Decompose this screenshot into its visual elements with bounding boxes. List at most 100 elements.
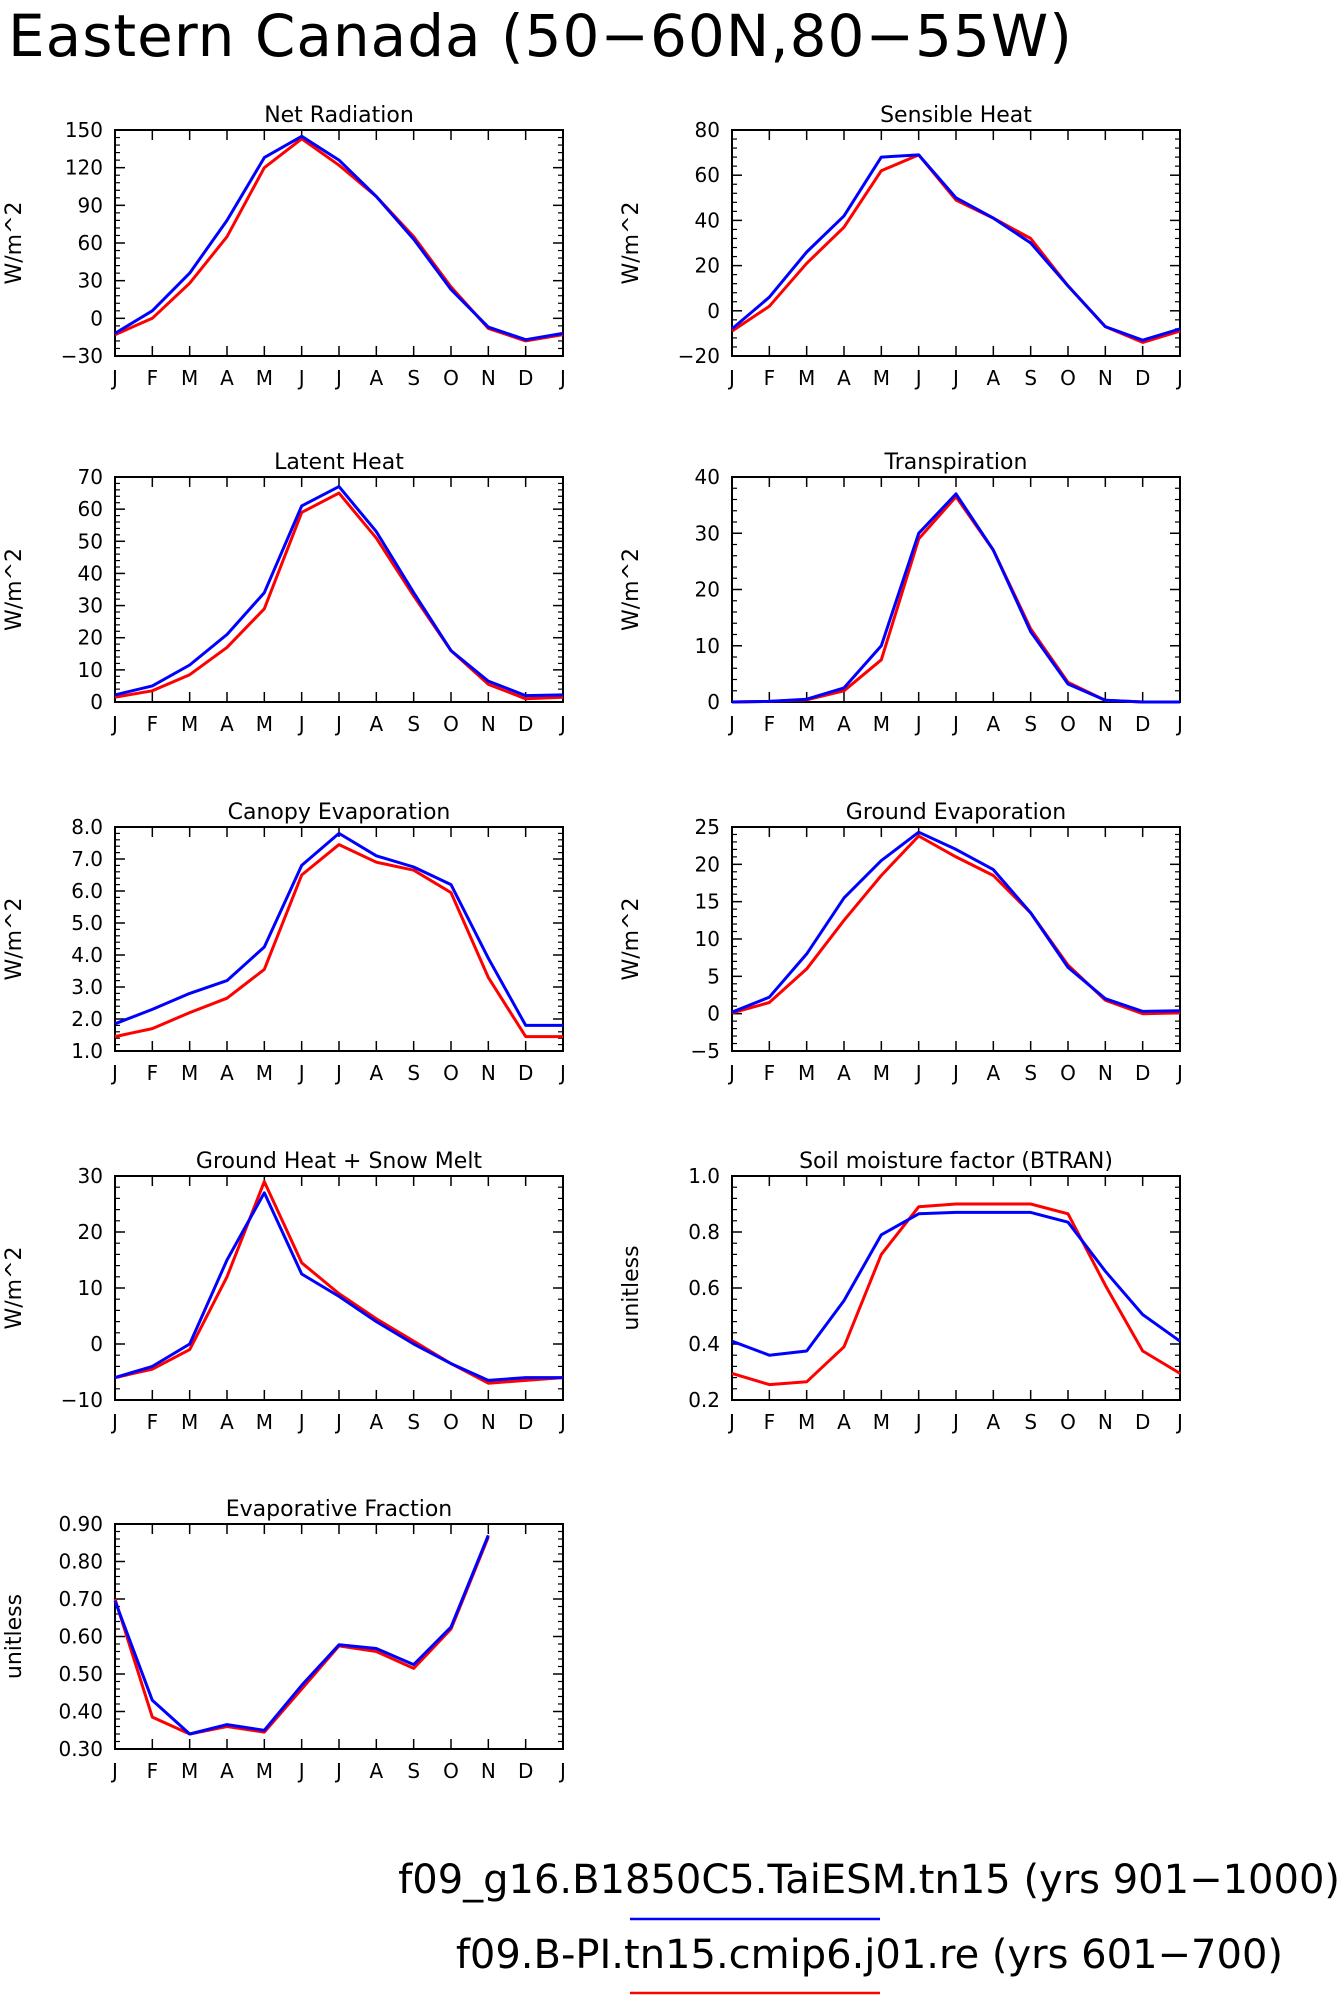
x-tick-label: D: [1135, 1410, 1150, 1434]
y-tick-label: 30: [695, 521, 720, 545]
x-tick-label: M: [798, 366, 815, 390]
x-tick-label: O: [443, 712, 459, 736]
series-line-cmip6: [114, 137, 564, 343]
x-tick-label: N: [1098, 366, 1113, 390]
x-tick-label: S: [1024, 712, 1037, 736]
x-tick-label: A: [986, 1410, 1000, 1434]
x-tick-label: F: [147, 712, 159, 736]
y-axis-label: W/m^2: [619, 897, 644, 980]
x-tick-label: J: [558, 712, 566, 736]
y-tick-label: 5.0: [71, 911, 103, 935]
x-tick-label: J: [334, 712, 342, 736]
panel-title: Evaporative Fraction: [226, 1497, 452, 1522]
x-tick-label: J: [1175, 1410, 1183, 1434]
x-tick-label: N: [481, 1410, 496, 1434]
y-tick-label: 40: [695, 465, 720, 489]
x-tick-label: M: [181, 366, 198, 390]
series-line-taiesm: [731, 153, 1181, 342]
x-tick-label: A: [986, 366, 1000, 390]
x-tick-label: S: [407, 366, 420, 390]
y-tick-label: 40: [78, 561, 103, 585]
legend-entry: f09_g16.B1850C5.TaiESM.tn15 (yrs 901−100…: [398, 1857, 1340, 1921]
x-tick-label: J: [1175, 366, 1183, 390]
x-tick-label: A: [369, 1061, 383, 1085]
y-tick-label: 1.0: [71, 1039, 103, 1063]
x-tick-label: S: [407, 712, 420, 736]
x-tick-label: O: [1060, 1410, 1076, 1434]
y-tick-label: −30: [61, 344, 103, 368]
x-tick-label: A: [369, 712, 383, 736]
x-tick-label: J: [1175, 712, 1183, 736]
x-tick-label: S: [407, 1759, 420, 1783]
x-tick-label: A: [986, 1061, 1000, 1085]
x-tick-label: F: [147, 1061, 159, 1085]
y-axis-label: W/m^2: [2, 548, 27, 631]
y-tick-label: −20: [678, 344, 720, 368]
x-tick-label: F: [764, 1410, 776, 1434]
x-tick-label: S: [1024, 1061, 1037, 1085]
x-tick-label: A: [369, 366, 383, 390]
series-line-cmip6: [731, 495, 1180, 704]
plot-frame: [114, 1175, 564, 1401]
x-tick-label: J: [334, 1410, 342, 1434]
x-tick-label: J: [334, 366, 342, 390]
x-tick-label: N: [1098, 1410, 1113, 1434]
x-tick-label: D: [518, 1410, 533, 1434]
x-tick-label: O: [443, 366, 459, 390]
x-tick-label: F: [147, 1759, 159, 1783]
x-tick-label: J: [951, 1061, 959, 1085]
y-tick-label: 0.6: [688, 1276, 720, 1300]
x-tick-label: J: [914, 712, 922, 736]
x-tick-label: O: [1060, 712, 1076, 736]
series-line-taiesm: [113, 1534, 490, 1736]
y-tick-label: 0: [90, 690, 103, 714]
series-line-taiesm: [114, 134, 564, 342]
x-tick-label: J: [110, 366, 118, 390]
x-tick-label: N: [1098, 1061, 1113, 1085]
x-tick-label: D: [1135, 366, 1150, 390]
x-tick-label: J: [110, 1410, 118, 1434]
x-tick-label: N: [481, 712, 496, 736]
y-tick-label: 0: [90, 306, 103, 330]
y-tick-label: 0: [90, 1332, 103, 1356]
y-tick-label: 4.0: [71, 943, 103, 967]
x-tick-label: J: [951, 1410, 959, 1434]
x-tick-label: M: [873, 712, 890, 736]
x-tick-label: J: [727, 366, 735, 390]
panel-title: Sensible Heat: [880, 103, 1032, 128]
x-tick-label: M: [798, 712, 815, 736]
legend-label-cmip6: f09.B-PI.tn15.cmip6.j01.re (yrs 601−700): [456, 1932, 1283, 1978]
y-axis-label: unitless: [619, 1245, 644, 1330]
x-tick-label: M: [798, 1061, 815, 1085]
series-line-cmip6: [731, 153, 1181, 344]
y-tick-label: 50: [78, 529, 103, 553]
y-tick-label: 20: [78, 626, 103, 650]
plot-frame: [731, 476, 1181, 703]
y-tick-label: 10: [78, 1276, 103, 1300]
x-tick-label: F: [147, 366, 159, 390]
x-tick-label: A: [220, 1759, 234, 1783]
y-tick-label: 40: [695, 208, 720, 232]
series-line-taiesm: [114, 485, 564, 698]
y-tick-label: 6.0: [71, 879, 103, 903]
x-tick-label: J: [727, 1410, 735, 1434]
y-tick-label: 20: [78, 1220, 103, 1244]
y-tick-label: −5: [691, 1039, 720, 1063]
x-tick-label: J: [110, 1061, 118, 1085]
y-axis-label: unitless: [2, 1594, 27, 1679]
series-line-cmip6: [113, 1536, 490, 1736]
x-tick-label: M: [256, 1759, 273, 1783]
x-tick-label: F: [764, 712, 776, 736]
y-tick-label: 0.2: [688, 1388, 720, 1412]
y-tick-label: 0.90: [58, 1512, 103, 1536]
x-tick-label: J: [558, 1759, 566, 1783]
y-tick-label: 30: [78, 594, 103, 618]
x-tick-label: D: [518, 712, 533, 736]
series-line-cmip6: [114, 1180, 564, 1385]
x-tick-label: J: [334, 1759, 342, 1783]
